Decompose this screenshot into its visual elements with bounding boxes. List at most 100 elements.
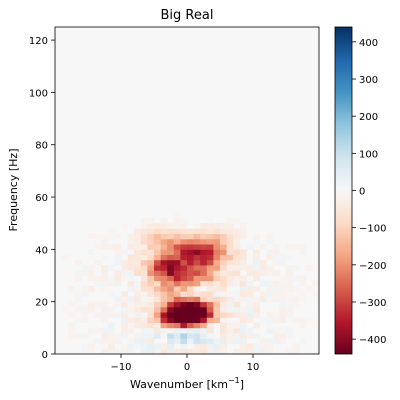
heatmap-cell xyxy=(246,296,253,302)
heatmap-cell xyxy=(147,249,154,255)
heatmap-cell xyxy=(108,349,115,355)
heatmap-cell xyxy=(253,296,260,302)
heatmap-cell xyxy=(161,317,168,323)
heatmap-cell xyxy=(260,265,267,271)
heatmap-cell xyxy=(114,302,121,308)
heatmap-cell xyxy=(200,291,207,297)
heatmap-cell xyxy=(121,302,128,308)
heatmap-cell xyxy=(121,296,128,302)
heatmap-cell xyxy=(101,307,108,313)
heatmap-cell xyxy=(279,302,286,308)
y-tick-label: 100 xyxy=(29,88,48,99)
heatmap-cell xyxy=(213,249,220,255)
heatmap-cell xyxy=(286,296,293,302)
heatmap-cell xyxy=(154,349,161,355)
heatmap-cell xyxy=(240,338,247,344)
heatmap-cell xyxy=(180,312,187,318)
heatmap-cell xyxy=(128,296,135,302)
heatmap-cell xyxy=(194,265,201,271)
heatmap-cell xyxy=(147,307,154,313)
heatmap-cell xyxy=(154,260,161,266)
heatmap-cell xyxy=(187,349,194,355)
heatmap-cell xyxy=(279,255,286,261)
heatmap-cell xyxy=(279,333,286,339)
heatmap-cell xyxy=(220,291,227,297)
heatmap-cell xyxy=(134,244,141,250)
heatmap-cell xyxy=(220,265,227,271)
heatmap-cell xyxy=(147,312,154,318)
y-tick-label: 80 xyxy=(35,141,48,152)
heatmap-cell xyxy=(141,218,148,224)
heatmap-cell xyxy=(180,307,187,313)
heatmap-cell xyxy=(286,328,293,334)
heatmap-cell xyxy=(180,328,187,334)
heatmap-cell xyxy=(161,328,168,334)
heatmap-cell xyxy=(246,281,253,287)
heatmap-cell xyxy=(194,223,201,229)
heatmap-cell xyxy=(141,338,148,344)
heatmap-cell xyxy=(161,312,168,318)
heatmap-cell xyxy=(227,328,234,334)
heatmap-cell xyxy=(200,312,207,318)
heatmap-cell xyxy=(154,328,161,334)
heatmap-cell xyxy=(187,338,194,344)
heatmap-cell xyxy=(233,239,240,245)
heatmap-cell xyxy=(95,281,102,287)
heatmap-cell xyxy=(147,270,154,276)
heatmap-cell xyxy=(187,328,194,334)
heatmap-cell xyxy=(312,281,319,287)
heatmap-cell xyxy=(167,249,174,255)
heatmap-cell xyxy=(134,323,141,329)
heatmap-cell xyxy=(95,302,102,308)
heatmap-cell xyxy=(227,307,234,313)
heatmap-cell xyxy=(253,234,260,240)
heatmap-cell xyxy=(273,333,280,339)
heatmap-cell xyxy=(260,344,267,350)
heatmap-cell xyxy=(167,338,174,344)
heatmap-cell xyxy=(154,270,161,276)
heatmap-cell xyxy=(174,291,181,297)
heatmap-cell xyxy=(227,323,234,329)
heatmap-cell xyxy=(141,323,148,329)
heatmap-cell xyxy=(81,291,88,297)
heatmap-cell xyxy=(141,333,148,339)
heatmap-cell xyxy=(213,244,220,250)
heatmap-cell xyxy=(213,265,220,271)
heatmap-cell xyxy=(194,244,201,250)
y-axis-label: Frequency [Hz] xyxy=(7,149,20,232)
heatmap-cell xyxy=(299,249,306,255)
heatmap-cell xyxy=(299,244,306,250)
heatmap-cell xyxy=(200,249,207,255)
heatmap-cell xyxy=(240,249,247,255)
heatmap-cell xyxy=(273,249,280,255)
heatmap-cell xyxy=(194,333,201,339)
heatmap-cell xyxy=(207,317,214,323)
heatmap-cell xyxy=(207,333,214,339)
heatmap-cell xyxy=(279,260,286,266)
heatmap-cell xyxy=(299,276,306,282)
heatmap-cell xyxy=(95,338,102,344)
heatmap-cell xyxy=(240,349,247,355)
heatmap-cell xyxy=(220,323,227,329)
heatmap-cell xyxy=(233,281,240,287)
heatmap-cell xyxy=(174,286,181,292)
heatmap-cell xyxy=(227,249,234,255)
heatmap-cell xyxy=(180,234,187,240)
heatmap-cell xyxy=(194,338,201,344)
heatmap-cell xyxy=(220,234,227,240)
heatmap-cell xyxy=(240,317,247,323)
heatmap-cell xyxy=(266,291,273,297)
heatmap-cell xyxy=(227,302,234,308)
heatmap-cell xyxy=(161,281,168,287)
heatmap-cell xyxy=(128,234,135,240)
heatmap-cell xyxy=(200,265,207,271)
heatmap-cell xyxy=(161,255,168,261)
colorbar-tick-label: 200 xyxy=(359,112,378,123)
heatmap-cell xyxy=(75,307,82,313)
heatmap-cell xyxy=(114,338,121,344)
heatmap-cell xyxy=(240,312,247,318)
heatmap-cell xyxy=(147,291,154,297)
heatmap-cell xyxy=(246,286,253,292)
heatmap-cell xyxy=(220,317,227,323)
heatmap-cell xyxy=(128,302,135,308)
